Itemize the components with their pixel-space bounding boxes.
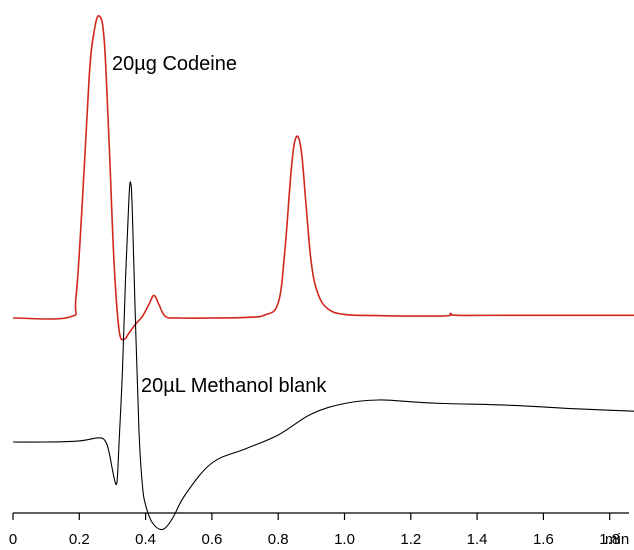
series-line-methanol-blank — [12, 181, 634, 531]
x-tick-label-8: 1.6 — [533, 531, 554, 548]
x-tick-label-6: 1.2 — [400, 531, 421, 548]
trace-labels: 20µg Codeine 20µL Methanol blank — [112, 53, 327, 397]
x-tick-label-2: 0.4 — [135, 531, 156, 548]
x-tick-label-9: 1.8 — [599, 531, 620, 548]
series-label-methanol-blank: 20µL Methanol blank — [141, 375, 327, 397]
x-tick-label-5: 1.0 — [334, 531, 355, 548]
series-label-codeine: 20µg Codeine — [112, 53, 237, 75]
x-tick-label-0: 0 — [9, 531, 17, 548]
x-ticks: 0 0.2 0.4 0.6 0.8 1.0 1.2 1.4 1.6 1.8 — [9, 513, 620, 548]
x-axis-unit: min — [605, 531, 629, 548]
x-tick-label-1: 0.2 — [69, 531, 90, 548]
x-tick-label-4: 0.8 — [268, 531, 289, 548]
x-tick-label-7: 1.4 — [467, 531, 488, 548]
series-layer — [12, 14, 634, 531]
series-line-codeine — [12, 14, 634, 341]
x-tick-label-3: 0.6 — [201, 531, 222, 548]
x-axis: 0 0.2 0.4 0.6 0.8 1.0 1.2 1.4 1.6 1.8 min — [9, 512, 629, 548]
